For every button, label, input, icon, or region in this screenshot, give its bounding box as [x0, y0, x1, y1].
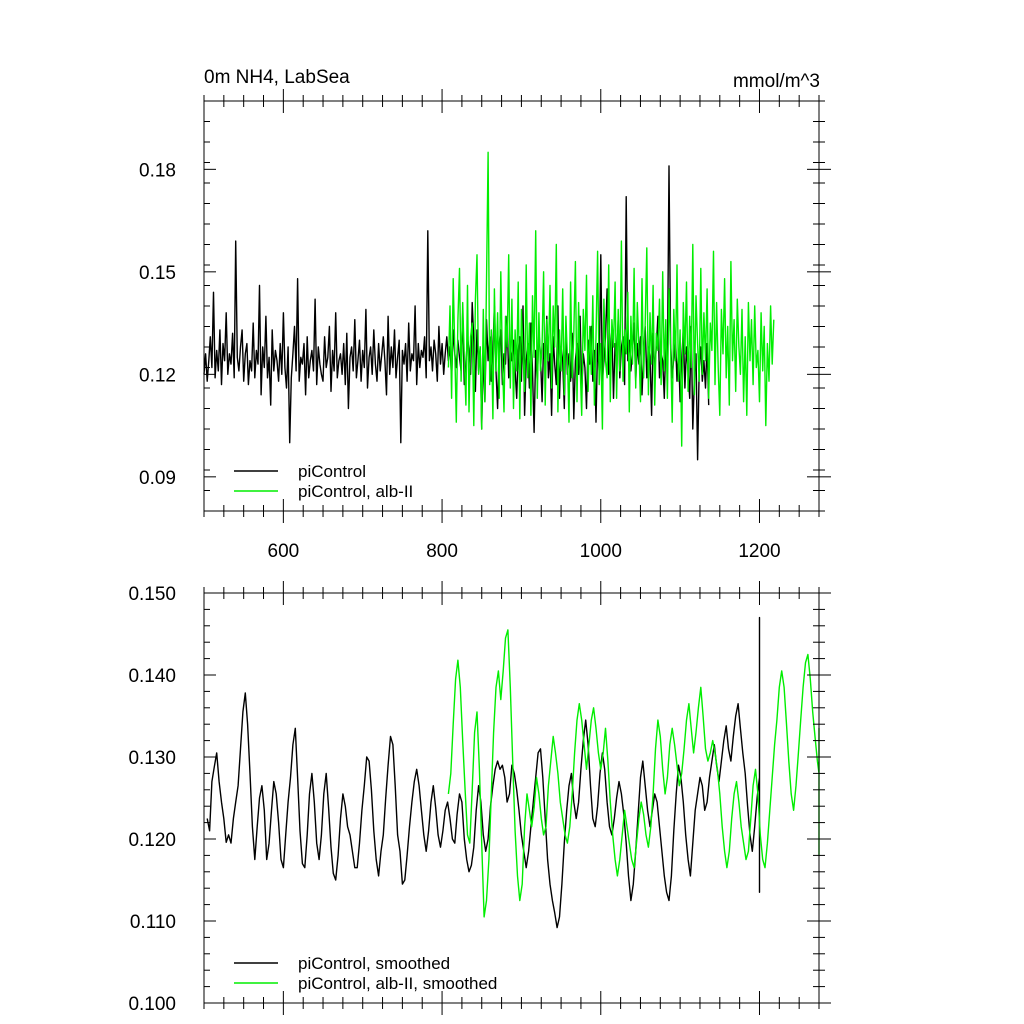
series-line-1 [447, 629, 820, 918]
y-tick-label: 0.130 [128, 748, 176, 769]
x-tick-label: 1000 [580, 541, 622, 562]
bottom-panel-series [206, 616, 820, 929]
series-line-1 [447, 151, 775, 447]
legend-label-alb-ii-smoothed: piControl, alb-II, smoothed [298, 974, 497, 993]
y-tick-label: 0.150 [128, 584, 176, 605]
top-panel-series [203, 151, 775, 461]
figure-title: 0m NH4, LabSea [204, 67, 350, 88]
x-tick-label: 800 [426, 541, 458, 562]
series-line-0 [203, 165, 710, 461]
legend-label-picontrol-smoothed: piControl, smoothed [298, 954, 450, 973]
y-tick-label: 0.100 [128, 994, 176, 1015]
figure-units: mmol/m^3 [733, 71, 820, 92]
legend-entry: piControl [234, 462, 366, 481]
y-tick-label: 0.12 [139, 365, 176, 386]
bottom-panel-legend: piControl, smoothed piControl, alb-II, s… [234, 954, 497, 993]
top-panel-raw: 600 800 1000 1200 0.09 0.12 0.15 0.18 piControl… [139, 89, 831, 562]
y-tick-label: 0.09 [139, 468, 176, 489]
y-tick-label: 0.140 [128, 666, 176, 687]
legend-entry: piControl, alb-II, smoothed [234, 974, 497, 993]
y-tick-label: 0.120 [128, 830, 176, 851]
legend-label-picontrol: piControl [298, 462, 366, 481]
y-tick-label: 0.18 [139, 160, 176, 181]
y-tick-label: 0.110 [130, 912, 176, 933]
top-panel-frame [203, 100, 820, 512]
series-line-0 [206, 616, 761, 929]
bottom-panel-frame [203, 592, 820, 1004]
legend-entry: piControl, smoothed [234, 954, 450, 973]
top-panel-legend: piControl piControl, alb-II [234, 462, 413, 501]
legend-entry: piControl, alb-II [234, 482, 413, 501]
y-tick-label: 0.15 [139, 263, 176, 284]
bottom-panel-axes: 0.100 0.110 0.120 0.130 0.140 0.150 [128, 581, 831, 1015]
x-tick-label: 1200 [738, 541, 780, 562]
top-panel-axes: 600 800 1000 1200 0.09 0.12 0.15 0.18 [139, 89, 831, 562]
bottom-panel-smoothed: 0.100 0.110 0.120 0.130 0.140 0.150 piControl… [128, 581, 831, 1015]
legend-label-alb-ii: piControl, alb-II [298, 482, 413, 501]
x-tick-label: 600 [268, 541, 300, 562]
